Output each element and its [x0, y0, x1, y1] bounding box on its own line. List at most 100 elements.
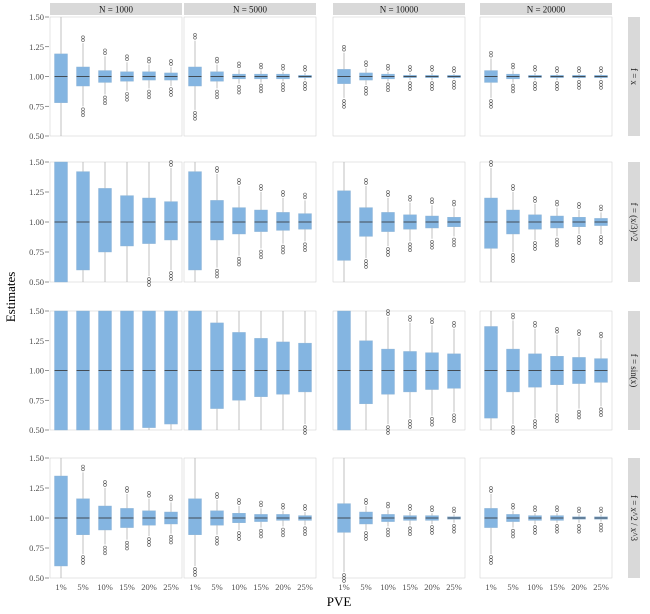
outlier-point — [555, 243, 559, 248]
outlier-point — [386, 88, 390, 92]
outlier-point — [533, 87, 537, 91]
box — [120, 195, 134, 247]
outlier-point — [81, 35, 85, 39]
outlier-point — [599, 413, 603, 417]
x-tick-label: 15% — [402, 582, 418, 592]
panel-background — [183, 457, 317, 579]
outlier-point — [259, 255, 263, 260]
outlier-point — [408, 425, 412, 429]
outlier-point — [169, 494, 173, 499]
outlier-point — [599, 506, 603, 511]
outlier-point — [169, 160, 173, 164]
x-tick-label: 10% — [380, 582, 396, 592]
outlier-point — [342, 44, 346, 49]
y-tick-label: 0.75 — [29, 247, 44, 257]
x-tick-label: 25% — [593, 582, 609, 592]
outlier-point — [215, 492, 219, 496]
outlier-point — [303, 504, 307, 508]
outlier-point — [103, 480, 107, 484]
box — [142, 197, 156, 244]
column-strip-label: N = 5000 — [233, 5, 268, 15]
outlier-point — [386, 309, 390, 313]
outlier-point — [408, 504, 412, 508]
box — [98, 188, 112, 253]
y-axis-title: Estimates — [3, 272, 18, 323]
x-tick-label: 20% — [424, 582, 440, 592]
outlier-point — [364, 92, 368, 96]
outlier-point — [577, 241, 581, 245]
outlier-point — [386, 431, 390, 435]
outlier-point — [577, 415, 581, 420]
y-tick-label: 1.25 — [29, 187, 44, 197]
outlier-point — [452, 321, 456, 325]
outlier-point — [364, 537, 368, 541]
outlier-point — [533, 425, 537, 429]
outlier-point — [364, 498, 368, 502]
panel-background — [183, 161, 317, 283]
outlier-point — [577, 202, 581, 206]
outlier-point — [408, 532, 412, 536]
row-strip — [628, 17, 640, 136]
y-tick-label: 0.75 — [29, 101, 44, 111]
x-tick-label: 20% — [275, 582, 291, 592]
row-strip-label: f = x — [629, 68, 639, 86]
box — [425, 352, 439, 390]
x-tick-label: 25% — [297, 582, 313, 592]
outlier-point — [489, 160, 493, 164]
outlier-point — [511, 534, 515, 539]
x-tick-label: 5% — [507, 582, 518, 592]
y-tick-label: 0.50 — [29, 131, 44, 141]
outlier-point — [430, 87, 434, 91]
outlier-point — [452, 506, 456, 511]
outlier-point — [169, 277, 173, 281]
outlier-point — [408, 248, 412, 252]
outlier-point — [193, 573, 197, 577]
outlier-point — [259, 534, 263, 539]
x-tick-label: 1% — [189, 582, 200, 592]
outlier-point — [452, 243, 456, 248]
outlier-point — [599, 86, 603, 90]
box — [484, 197, 498, 249]
box — [164, 201, 178, 241]
box — [210, 200, 224, 241]
outlier-point — [408, 195, 412, 199]
row-strip-label: f = x^2 / x^3 — [629, 495, 639, 542]
outlier-point — [215, 56, 219, 61]
panel-background — [479, 161, 613, 283]
outlier-point — [452, 86, 456, 90]
box — [210, 322, 224, 409]
outlier-point — [452, 419, 456, 423]
box — [381, 348, 395, 395]
outlier-point — [511, 184, 515, 188]
box — [403, 351, 417, 393]
outlier-point — [237, 262, 241, 267]
panel-background — [49, 457, 183, 579]
outlier-point — [259, 89, 263, 94]
outlier-point — [125, 486, 129, 490]
outlier-point — [103, 101, 107, 106]
column-strip — [333, 3, 465, 15]
outlier-point — [147, 56, 151, 61]
outlier-point — [147, 543, 151, 547]
column-strip-label: N = 20000 — [527, 5, 566, 15]
box — [142, 310, 156, 428]
x-tick-label: 5% — [211, 582, 222, 592]
outlier-point — [430, 505, 434, 509]
x-tick-label: 15% — [253, 582, 269, 592]
column-strip — [480, 3, 612, 15]
box — [164, 310, 178, 425]
outlier-point — [303, 248, 307, 252]
outlier-point — [452, 530, 456, 534]
outlier-point — [125, 54, 129, 58]
outlier-point — [430, 246, 434, 250]
outlier-point — [364, 265, 368, 269]
outlier-point — [281, 250, 285, 255]
panel-background — [479, 310, 613, 431]
x-tick-label: 20% — [141, 582, 157, 592]
outlier-point — [303, 192, 307, 197]
outlier-point — [511, 431, 515, 435]
panel-background — [332, 310, 466, 431]
outlier-point — [577, 530, 581, 534]
x-tick-label: 15% — [549, 582, 565, 592]
